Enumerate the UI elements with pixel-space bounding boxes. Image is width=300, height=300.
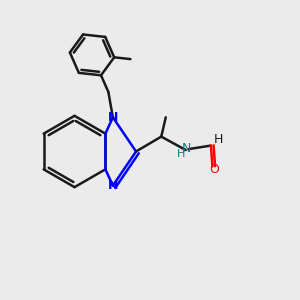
- Text: N: N: [182, 142, 191, 155]
- Text: O: O: [209, 164, 219, 176]
- Text: H: H: [214, 133, 223, 146]
- Text: H: H: [176, 148, 185, 159]
- Text: N: N: [108, 111, 118, 124]
- Text: N: N: [108, 179, 118, 192]
